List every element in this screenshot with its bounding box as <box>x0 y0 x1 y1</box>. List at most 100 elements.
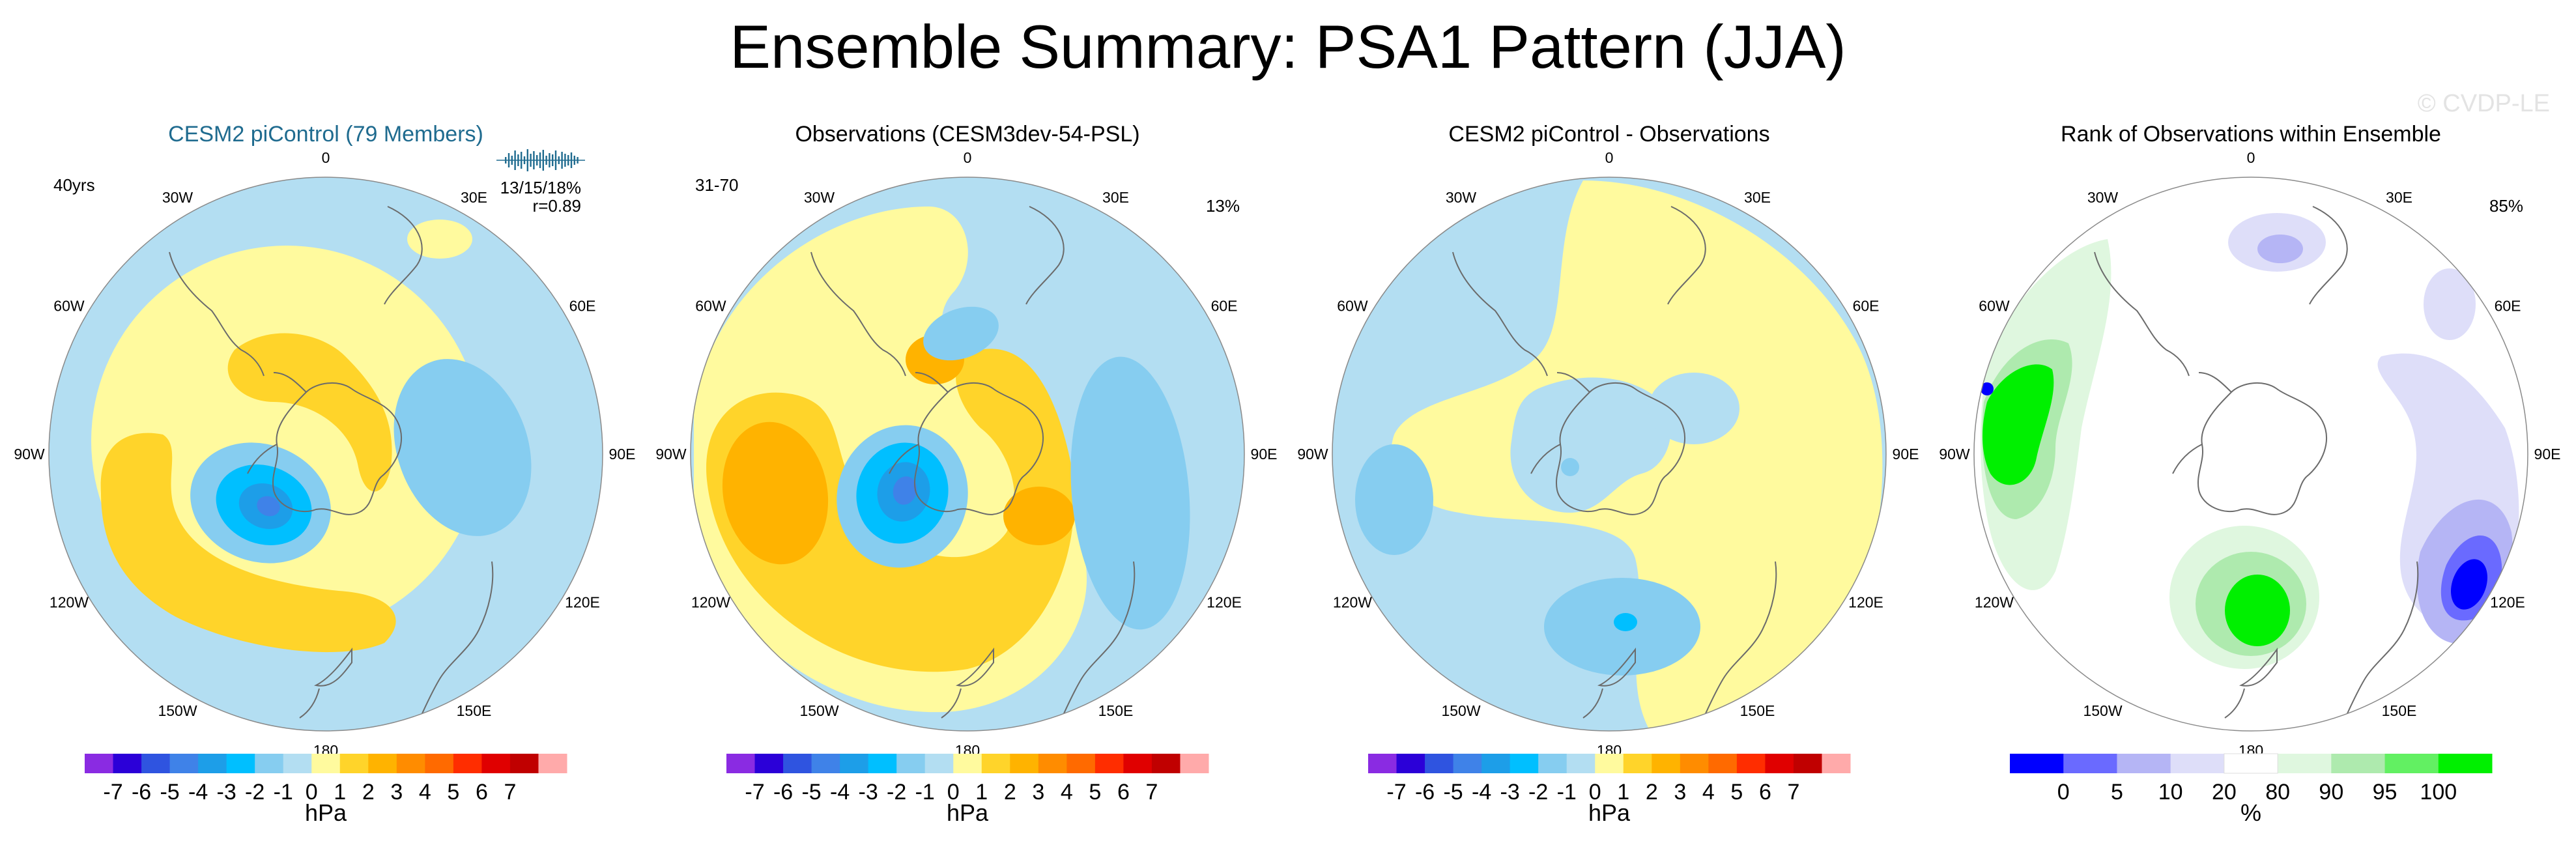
contour-fill <box>257 496 280 517</box>
colorbar-tick-label: -6 <box>773 780 793 805</box>
colorbar-tick-label: 0 <box>1589 780 1601 805</box>
colorbar-tick-label: 95 <box>2373 780 2397 805</box>
colorbar-unit-label: hPa <box>1588 799 1631 826</box>
sparkline-bar <box>573 156 575 165</box>
panel-1: CESM2 piControl (79 Members) 0 30E 60E 90E 12… <box>14 122 635 826</box>
colorbar-swatch <box>840 754 869 773</box>
colorbar-swatch <box>1095 754 1124 773</box>
colorbar-swatch <box>2010 754 2064 773</box>
panel-title: Observations (CESM3dev-54-PSL) <box>795 122 1139 147</box>
colorbar-swatch <box>1038 754 1067 773</box>
colorbar-swatch <box>2384 754 2439 773</box>
longitude-label: 90E <box>1893 446 1919 463</box>
colorbar-swatch <box>868 754 897 773</box>
panel-4: Rank of Observations within Ensemble 0 30E… <box>1939 122 2560 826</box>
panel-title: CESM2 piControl - Observations <box>1448 122 1769 147</box>
colorbar-tick-label: 10 <box>2158 780 2183 805</box>
sparkline-bar <box>567 155 569 165</box>
colorbar-swatch <box>1368 754 1397 773</box>
longitude-label: 150W <box>799 702 838 719</box>
colorbar-swatch <box>85 754 114 773</box>
coastline <box>941 688 962 719</box>
colorbar-swatch <box>1652 754 1681 773</box>
longitude-label: 90W <box>655 446 687 463</box>
longitude-label: 150W <box>2083 702 2122 719</box>
contour-fill <box>1614 613 1637 631</box>
colorbar-tick-label: 0 <box>306 780 318 805</box>
colorbar-tick-label: 3 <box>390 780 403 805</box>
colorbar-swatch <box>896 754 926 773</box>
contour-fill <box>1070 356 1190 630</box>
colorbar-tick-label: -4 <box>1472 780 1491 805</box>
coastline <box>313 648 352 687</box>
map-outline <box>48 177 603 732</box>
colorbar-tick-label: -3 <box>1500 780 1520 805</box>
map-outline <box>690 177 1245 732</box>
sparkline-bar <box>521 152 522 169</box>
member-sparkline <box>496 149 585 171</box>
colorbar-tick-label: -5 <box>1443 780 1463 805</box>
colorbar-tick-label: 4 <box>1702 780 1715 805</box>
colorbar-tick-label: -6 <box>132 780 151 805</box>
contour-fill <box>722 421 829 565</box>
contour-fill <box>923 306 999 361</box>
sparkline-bar <box>558 156 560 164</box>
panel-2: Observations (CESM3dev-54-PSL) 0 30E 60E 90E… <box>655 122 1277 826</box>
colorbar-swatch <box>726 754 756 773</box>
colorbar-swatch <box>1822 754 1851 773</box>
coastline <box>1556 382 1685 515</box>
colorbar: -7 -6 -5 -4 -3 -2 -1 0 1 2 3 4 5 6 7 hPa <box>85 754 567 826</box>
contour-fill <box>227 333 392 492</box>
colorbar-tick-label: 80 <box>2265 780 2290 805</box>
colorbar-tick-label: -2 <box>245 780 265 805</box>
longitude-label: 150W <box>1441 702 1480 719</box>
corner-left-text: 40yrs <box>53 175 95 195</box>
contour-fill <box>1561 458 1579 476</box>
colorbar-swatch <box>1180 754 1209 773</box>
colorbar-swatch <box>1595 754 1624 773</box>
colorbar-tick-label: 1 <box>1617 780 1629 805</box>
sparkline-bar <box>523 156 526 164</box>
sparkline-bar <box>526 149 528 171</box>
coastline <box>1530 372 1590 474</box>
contour-fill <box>407 220 472 259</box>
colorbar-swatch <box>754 754 784 773</box>
longitude-label: 30E <box>2386 189 2412 206</box>
longitude-label: 30E <box>461 189 487 206</box>
longitude-label: 60W <box>53 298 85 315</box>
longitude-label: 120W <box>1975 594 2014 611</box>
longitude-label: 120E <box>565 594 600 611</box>
sparkline-bar <box>514 150 516 170</box>
sparkline-bar <box>542 150 544 171</box>
colorbar-swatch <box>1066 754 1096 773</box>
longitude-label: 150W <box>158 702 197 719</box>
contour-fill <box>706 349 1074 672</box>
colorbar: -7 -6 -5 -4 -3 -2 -1 0 1 2 3 4 5 6 7 hPa <box>726 754 1209 826</box>
colorbar-swatch <box>198 754 227 773</box>
colorbar-swatch <box>368 754 397 773</box>
map-field <box>691 177 1244 731</box>
colorbar-tick-label: -7 <box>103 780 122 805</box>
colorbar-tick-label: -5 <box>801 780 821 805</box>
colorbar-swatch <box>1566 754 1596 773</box>
colorbar-swatch <box>1151 754 1181 773</box>
sparkline-bar <box>530 154 532 167</box>
longitude-label: 150E <box>1740 702 1775 719</box>
longitude-label: 30E <box>1102 189 1129 206</box>
corner-right-text: 13% <box>1206 196 1240 216</box>
colorbar-tick-label: 0 <box>947 780 960 805</box>
coastline <box>384 206 423 305</box>
colorbar-tick-label: 1 <box>334 780 346 805</box>
longitude-label: 30E <box>1744 189 1771 206</box>
colorbar-tick-label: 4 <box>419 780 431 805</box>
longitude-label: 150E <box>1098 702 1134 719</box>
colorbar-swatch <box>538 754 567 773</box>
colorbar-tick-label: 1 <box>975 780 988 805</box>
colorbar-swatch <box>2063 754 2117 773</box>
longitude-label: 90W <box>1297 446 1328 463</box>
colorbar-swatch <box>1708 754 1738 773</box>
sparkline-bar <box>564 154 566 167</box>
colorbar-tick-label: -7 <box>1386 780 1406 805</box>
longitude-label: 60E <box>1211 298 1238 315</box>
